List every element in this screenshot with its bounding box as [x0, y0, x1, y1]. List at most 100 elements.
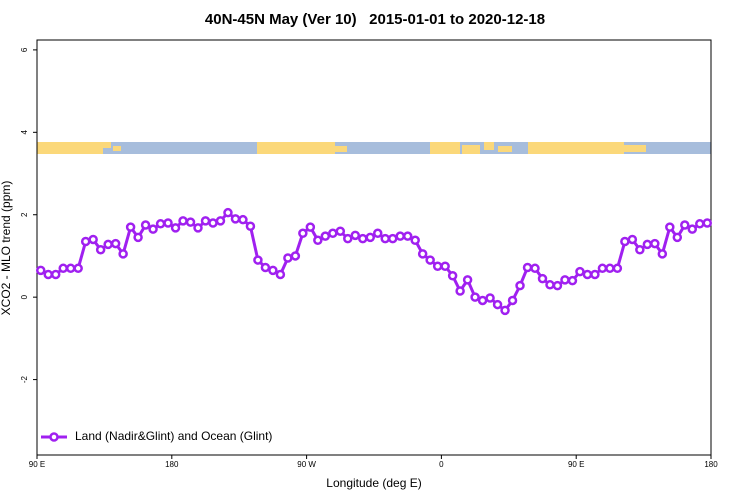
data-point — [185, 217, 196, 227]
data-point — [530, 263, 540, 274]
data-point — [492, 299, 503, 310]
y-tick-label: -2 — [20, 375, 29, 383]
data-point — [702, 218, 713, 228]
data-point — [387, 233, 398, 244]
data-point — [605, 263, 615, 274]
data-point — [552, 280, 563, 291]
data-point — [88, 234, 98, 245]
data-point — [620, 236, 630, 247]
data-point — [695, 219, 705, 229]
x-tick-label: 90 E — [568, 460, 584, 469]
data-point — [148, 224, 158, 234]
data-point — [507, 295, 518, 306]
data-point — [73, 263, 83, 274]
data-point — [260, 262, 271, 273]
data-point — [545, 280, 555, 290]
data-point — [230, 214, 241, 224]
data-point — [58, 263, 68, 274]
data-point — [50, 269, 61, 280]
data-point — [575, 266, 585, 277]
data-point — [275, 269, 286, 280]
y-tick-label: 4 — [20, 130, 29, 135]
data-point — [103, 239, 113, 250]
data-point — [305, 222, 316, 232]
data-point — [163, 218, 173, 228]
data-point — [343, 233, 353, 244]
data-point — [597, 263, 608, 274]
data-point — [425, 255, 435, 265]
data-point — [485, 293, 495, 303]
data-point — [223, 207, 233, 218]
data-point — [567, 275, 578, 286]
data-point — [537, 273, 548, 284]
data-point — [477, 295, 488, 306]
data-point — [35, 265, 46, 276]
data-point — [200, 216, 211, 226]
chart-title: 40N-45N May (Ver 10) 2015-01-01 to 2020-… — [205, 11, 545, 28]
x-tick-label: 90 E — [29, 460, 45, 469]
y-tick-label: 0 — [20, 294, 29, 299]
data-point — [590, 269, 600, 280]
data-point — [298, 228, 308, 239]
data-point — [447, 270, 458, 281]
data-point — [635, 245, 645, 255]
data-point — [155, 219, 166, 229]
data-point — [395, 231, 405, 241]
data-point — [65, 263, 76, 274]
x-tick-label: 180 — [165, 460, 179, 469]
data-point — [193, 223, 203, 233]
y-tick-label: 2 — [20, 212, 29, 217]
data-point — [687, 224, 698, 234]
data-point — [612, 263, 623, 274]
data-point — [245, 221, 256, 232]
x-axis-label: Longitude (deg E) — [326, 476, 421, 490]
data-point — [500, 305, 510, 316]
data-point — [253, 255, 263, 265]
data-point — [140, 220, 151, 230]
data-point — [650, 238, 660, 249]
data-point — [350, 230, 361, 241]
data-point — [178, 216, 188, 226]
x-tick-label: 0 — [439, 460, 444, 469]
data-point — [118, 249, 128, 259]
data-point — [560, 275, 570, 285]
data-point — [410, 235, 420, 246]
data-point — [372, 228, 383, 239]
data-point — [642, 239, 653, 250]
data-point — [462, 275, 473, 285]
legend-label: Land (Nadir&Glint) and Ocean (Glint) — [75, 429, 272, 443]
data-point — [328, 228, 338, 239]
data-point — [672, 232, 683, 243]
series-line — [40, 210, 708, 313]
data-point — [110, 238, 121, 249]
legend-marker — [49, 432, 59, 442]
data-point — [417, 249, 428, 259]
data-point — [95, 245, 106, 255]
data-point — [268, 265, 278, 276]
data-point — [365, 232, 376, 243]
data-point — [665, 222, 675, 232]
data-point — [170, 223, 181, 233]
data-point — [402, 231, 413, 241]
data-point — [80, 236, 91, 247]
data-point — [313, 235, 323, 246]
data-point — [515, 280, 525, 291]
data-point — [238, 214, 248, 225]
y-tick-label: 6 — [20, 47, 29, 52]
data-point — [627, 234, 638, 245]
data-point — [680, 220, 690, 230]
data-point — [208, 218, 218, 228]
data-point — [455, 286, 465, 296]
data-point — [432, 261, 443, 272]
data-point — [582, 269, 593, 280]
x-tick-label: 180 — [704, 460, 718, 469]
data-point — [43, 269, 53, 280]
data-point — [125, 222, 136, 232]
data-point — [380, 233, 390, 244]
data-point — [290, 251, 301, 261]
data-point — [522, 262, 533, 273]
data-point — [320, 231, 331, 241]
data-point — [657, 249, 668, 259]
data-point — [133, 232, 143, 243]
